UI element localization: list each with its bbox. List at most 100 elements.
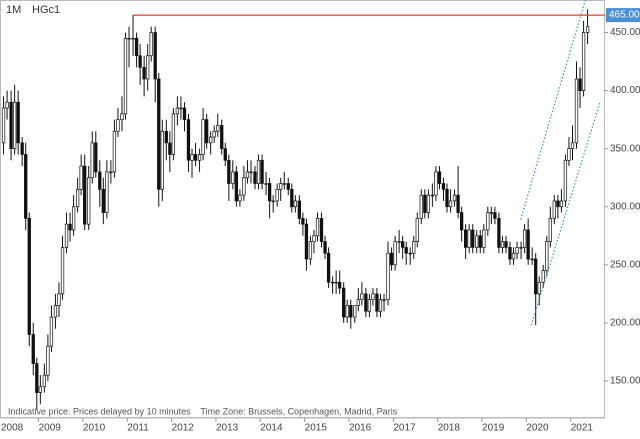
candle-body xyxy=(57,293,61,306)
x-tick-label: 2011 xyxy=(127,423,149,434)
candle-body xyxy=(212,130,216,138)
candle-body xyxy=(437,171,442,184)
candle-body xyxy=(471,229,475,248)
candle-body xyxy=(101,188,105,213)
candle-body xyxy=(9,101,13,150)
candle-body xyxy=(171,113,176,155)
candle-body xyxy=(508,247,512,260)
candle-body xyxy=(83,165,87,225)
candle-body xyxy=(312,235,316,242)
candle-body xyxy=(467,229,471,248)
x-tick-label: 2014 xyxy=(260,423,283,434)
candle-body xyxy=(578,78,582,91)
candle-body xyxy=(197,154,202,161)
candle-body xyxy=(249,171,253,174)
footnote: Indicative price. Prices delayed by 10 m… xyxy=(8,406,398,416)
candle-body xyxy=(149,32,153,57)
candle-body xyxy=(216,125,220,132)
candle-body xyxy=(552,200,556,219)
candle-body xyxy=(193,154,198,161)
candle-body xyxy=(245,171,250,179)
candle-body xyxy=(386,252,390,301)
candle-body xyxy=(16,101,20,144)
candle-body xyxy=(220,125,224,150)
plot-area xyxy=(1,9,590,410)
candle-body xyxy=(371,293,375,301)
candle-body xyxy=(534,258,538,295)
candle-body xyxy=(242,177,246,196)
candle-body xyxy=(497,218,501,248)
candle-body xyxy=(208,136,213,144)
candle-body xyxy=(522,229,527,248)
candle-body xyxy=(419,194,423,219)
x-tick-label: 2019 xyxy=(482,423,505,434)
candle-body xyxy=(182,107,187,120)
y-tick-label: 400.00 xyxy=(610,85,640,96)
candle-body xyxy=(334,281,338,284)
candle-body xyxy=(64,223,69,248)
candle-body xyxy=(301,218,305,225)
x-tick-label: 2013 xyxy=(216,423,239,434)
candle-body xyxy=(489,212,494,214)
candle-body xyxy=(360,293,364,301)
timeframe: 1M xyxy=(6,4,21,16)
candle-body xyxy=(500,241,505,248)
candle-body xyxy=(401,241,405,248)
candle-body xyxy=(179,107,183,110)
candle-body xyxy=(526,229,530,260)
candle-body xyxy=(253,171,257,184)
level-label-box xyxy=(606,8,640,23)
candle-body xyxy=(330,281,335,284)
candle-body xyxy=(426,194,431,213)
x-tick-label: 2021 xyxy=(571,423,594,434)
candle-body xyxy=(338,281,342,289)
candle-body xyxy=(559,200,564,208)
candle-body xyxy=(353,305,357,318)
trendline xyxy=(530,102,601,326)
candle-body xyxy=(515,247,519,254)
candle-body xyxy=(12,101,17,150)
candle-body xyxy=(430,194,435,197)
candle-body xyxy=(238,194,242,202)
candle-body xyxy=(90,142,94,179)
candle-body xyxy=(567,148,571,161)
candle-body xyxy=(585,26,590,33)
candle-body xyxy=(530,258,534,261)
candle-body xyxy=(5,101,9,109)
candle-body xyxy=(24,154,28,219)
candle-body xyxy=(342,287,346,318)
x-tick-label: 2015 xyxy=(305,423,328,434)
candle-body xyxy=(504,241,508,248)
y-tick-label: 350.00 xyxy=(610,143,640,154)
candle-body xyxy=(123,37,128,115)
candle-body xyxy=(42,374,46,388)
candle-body xyxy=(234,171,239,202)
candle-body xyxy=(323,241,327,254)
candle-body xyxy=(31,334,35,364)
candle-body xyxy=(459,212,464,231)
candle-body xyxy=(349,305,353,318)
candle-body xyxy=(375,293,379,312)
candle-body xyxy=(315,218,320,237)
candle-body xyxy=(434,171,438,196)
x-tick-label: 2017 xyxy=(393,423,416,434)
candle-body xyxy=(308,241,313,260)
candle-body xyxy=(260,159,264,184)
candle-body xyxy=(164,130,168,144)
candle-body xyxy=(264,183,268,185)
candle-body xyxy=(441,183,446,190)
candle-body xyxy=(563,159,568,202)
candle-body xyxy=(537,281,541,295)
candle-body xyxy=(53,305,58,318)
candle-body xyxy=(131,37,135,40)
candle-body xyxy=(227,159,231,184)
candle-body xyxy=(290,188,294,208)
candle-body xyxy=(393,241,397,266)
candle-body xyxy=(570,142,575,150)
candle-body xyxy=(356,299,360,306)
candle-body xyxy=(186,119,191,161)
candle-body xyxy=(87,177,91,225)
candle-body xyxy=(519,247,523,249)
y-tick-label: 150.00 xyxy=(610,376,640,387)
